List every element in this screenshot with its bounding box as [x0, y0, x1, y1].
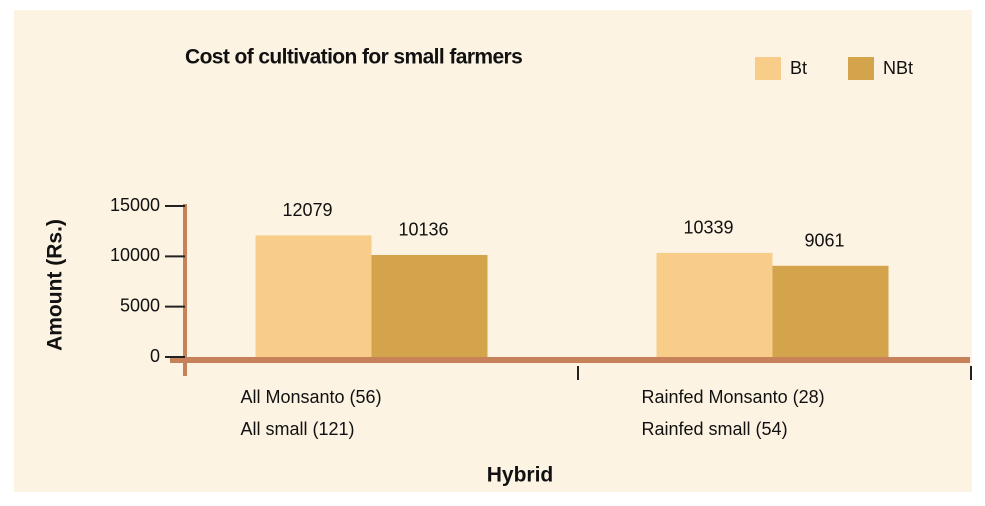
- y-axis-title: Amount (Rs.): [44, 219, 67, 351]
- legend-label: Bt: [790, 58, 807, 78]
- bar: [371, 254, 488, 357]
- x-tick-label: Rainfed Monsanto (28): [642, 387, 825, 407]
- x-tick-label: All Monsanto (56): [241, 387, 382, 407]
- legend-swatch: [755, 57, 781, 80]
- legend-label: NBt: [883, 58, 913, 78]
- y-tick-label: 5000: [120, 295, 160, 315]
- y-tick-label: 15000: [110, 195, 160, 215]
- bar: [772, 265, 889, 357]
- value-label: 10136: [398, 220, 448, 240]
- panel: [14, 10, 972, 492]
- x-tick-label: All small (121): [241, 419, 355, 439]
- value-label: 10339: [683, 218, 733, 238]
- y-tick-label: 0: [150, 346, 160, 366]
- chart-title: Cost of cultivation for small farmers: [185, 46, 522, 69]
- value-label: 12079: [282, 200, 332, 220]
- y-tick-label: 10000: [110, 245, 160, 265]
- bar: [656, 252, 773, 357]
- value-label: 9061: [804, 231, 844, 251]
- legend-swatch: [848, 57, 874, 80]
- x-axis-title: Hybrid: [487, 464, 554, 487]
- bar: [255, 235, 372, 357]
- x-tick-label: Rainfed small (54): [642, 419, 788, 439]
